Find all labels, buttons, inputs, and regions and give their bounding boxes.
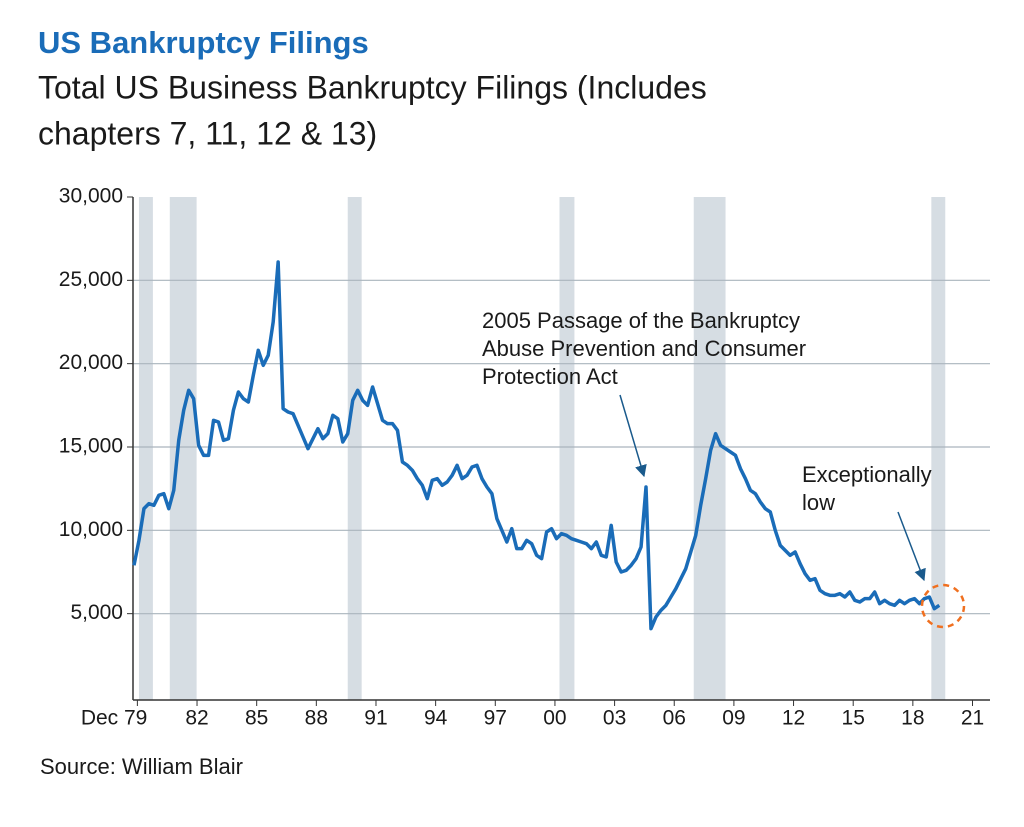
annotation: Exceptionally — [802, 462, 932, 487]
y-tick-label: 30,000 — [59, 185, 123, 208]
highlight-circle — [920, 583, 966, 629]
y-tick-label: 5,000 — [70, 601, 123, 624]
x-tick-label: 12 — [782, 707, 805, 730]
x-tick-label: 18 — [901, 707, 924, 730]
y-tick-label: 25,000 — [59, 268, 123, 291]
annotation: Abuse Prevention and Consumer — [482, 336, 806, 361]
y-tick-label: 15,000 — [59, 435, 123, 458]
annotation: Protection Act — [482, 364, 618, 389]
annotation: low — [802, 490, 835, 515]
recession-band — [559, 197, 575, 700]
x-tick-label: 91 — [364, 707, 387, 730]
x-tick-label: 88 — [305, 707, 328, 730]
x-tick-label: 94 — [424, 707, 448, 730]
annotation-arrow — [619, 394, 647, 478]
annotation-arrow — [897, 511, 926, 582]
x-tick-label: 21 — [961, 707, 984, 730]
plot-area: 5,000 10,000 15,000 20,000 25,000 30,000 Dec 7… — [59, 185, 990, 730]
annotation: 2005 Passage of the Bankruptcy — [482, 308, 800, 333]
x-tick-label: 15 — [842, 707, 865, 730]
x-tick-label: 06 — [663, 707, 686, 730]
recession-band — [138, 197, 153, 700]
data-line — [132, 260, 941, 631]
source: Source: William Blair — [40, 754, 243, 779]
chart-subtitle: Total US Business Bankruptcy Filings (In… — [38, 69, 707, 105]
recession-band — [931, 197, 946, 700]
x-tick-label: 85 — [245, 707, 268, 730]
y-tick-label: 10,000 — [59, 518, 123, 541]
x-tick-label: 00 — [543, 707, 566, 730]
x-tick-label: 82 — [185, 707, 208, 730]
recession-band — [169, 197, 197, 700]
chart-title: US Bankruptcy Filings — [38, 25, 369, 60]
y-tick-label: 20,000 — [59, 351, 123, 374]
x-tick-label: 09 — [722, 707, 745, 730]
recession-band — [347, 197, 362, 700]
chart-subtitle: chapters 7, 11, 12 & 13) — [38, 115, 377, 151]
x-tick-label: Dec 79 — [81, 707, 148, 730]
x-tick-label: 03 — [603, 707, 626, 730]
x-tick-label: 97 — [484, 707, 507, 730]
